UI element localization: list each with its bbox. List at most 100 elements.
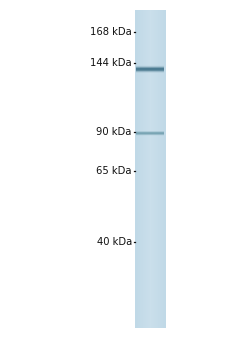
Bar — [135, 10, 136, 328]
Bar — [136, 132, 164, 133]
Bar — [136, 130, 164, 131]
Bar — [143, 10, 144, 328]
Bar — [139, 10, 140, 328]
Bar — [157, 10, 158, 328]
Bar — [141, 10, 142, 328]
Bar — [156, 10, 157, 328]
Bar — [152, 10, 153, 328]
Bar — [144, 10, 145, 328]
Bar — [149, 10, 150, 328]
Bar — [152, 10, 153, 328]
Bar — [148, 10, 149, 328]
Bar — [143, 10, 144, 328]
Bar — [136, 66, 164, 67]
Bar — [145, 10, 146, 328]
Bar — [141, 10, 142, 328]
Bar — [154, 10, 155, 328]
Bar — [136, 10, 137, 328]
Bar — [150, 10, 151, 328]
Bar — [146, 10, 147, 328]
Bar — [136, 131, 164, 132]
Bar — [164, 10, 165, 328]
Text: 40 kDa: 40 kDa — [97, 237, 132, 247]
Bar — [162, 10, 163, 328]
Bar — [154, 10, 155, 328]
Bar — [160, 10, 161, 328]
Bar — [149, 10, 150, 328]
Bar — [155, 10, 156, 328]
Bar — [150, 10, 151, 328]
Bar — [162, 10, 163, 328]
Bar — [158, 10, 159, 328]
Bar — [140, 10, 141, 328]
Text: 168 kDa: 168 kDa — [90, 27, 132, 37]
Bar — [136, 134, 164, 135]
Bar — [136, 72, 164, 73]
Bar — [157, 10, 158, 328]
Bar — [136, 70, 164, 71]
Bar — [136, 71, 164, 72]
Bar — [148, 10, 149, 328]
Bar — [147, 10, 148, 328]
Bar — [137, 10, 138, 328]
Bar — [138, 10, 139, 328]
Bar — [136, 67, 164, 68]
Bar — [136, 69, 164, 70]
Bar — [165, 10, 166, 328]
Bar — [136, 65, 164, 66]
Bar — [136, 135, 164, 136]
Bar — [136, 68, 164, 69]
Bar — [149, 10, 150, 328]
Bar — [136, 66, 164, 67]
Bar — [164, 10, 165, 328]
Bar — [136, 72, 164, 73]
Bar — [147, 10, 148, 328]
Bar — [137, 10, 138, 328]
Bar — [145, 10, 146, 328]
Bar — [165, 10, 166, 328]
Bar — [161, 10, 162, 328]
Bar — [136, 133, 164, 134]
Bar — [151, 10, 152, 328]
Bar — [153, 10, 154, 328]
Bar — [159, 10, 160, 328]
Bar — [151, 10, 152, 328]
Bar — [136, 133, 164, 134]
Bar — [159, 10, 160, 328]
Bar — [136, 132, 164, 133]
Text: 90 kDa: 90 kDa — [97, 127, 132, 137]
Bar — [142, 10, 143, 328]
Bar — [144, 10, 145, 328]
Bar — [155, 10, 156, 328]
Bar — [163, 10, 164, 328]
Bar — [139, 10, 140, 328]
Bar — [161, 10, 162, 328]
Bar — [163, 10, 164, 328]
Bar — [144, 10, 145, 328]
Bar — [160, 10, 161, 328]
Bar — [143, 10, 144, 328]
Bar — [136, 131, 164, 132]
Bar — [136, 134, 164, 135]
Bar — [135, 10, 136, 328]
Bar — [160, 10, 161, 328]
Bar — [154, 10, 155, 328]
Bar — [136, 68, 164, 69]
Bar — [140, 10, 141, 328]
Text: 144 kDa: 144 kDa — [90, 57, 132, 68]
Text: 65 kDa: 65 kDa — [96, 166, 132, 176]
Bar — [138, 10, 139, 328]
Bar — [153, 10, 154, 328]
Bar — [136, 67, 164, 68]
Bar — [136, 131, 164, 132]
Bar — [142, 10, 143, 328]
Bar — [136, 70, 164, 71]
Bar — [136, 72, 164, 73]
Bar — [146, 10, 147, 328]
Bar — [159, 10, 160, 328]
Bar — [136, 69, 164, 70]
Bar — [155, 10, 156, 328]
Bar — [136, 10, 137, 328]
Bar — [136, 135, 164, 136]
Bar — [136, 71, 164, 72]
